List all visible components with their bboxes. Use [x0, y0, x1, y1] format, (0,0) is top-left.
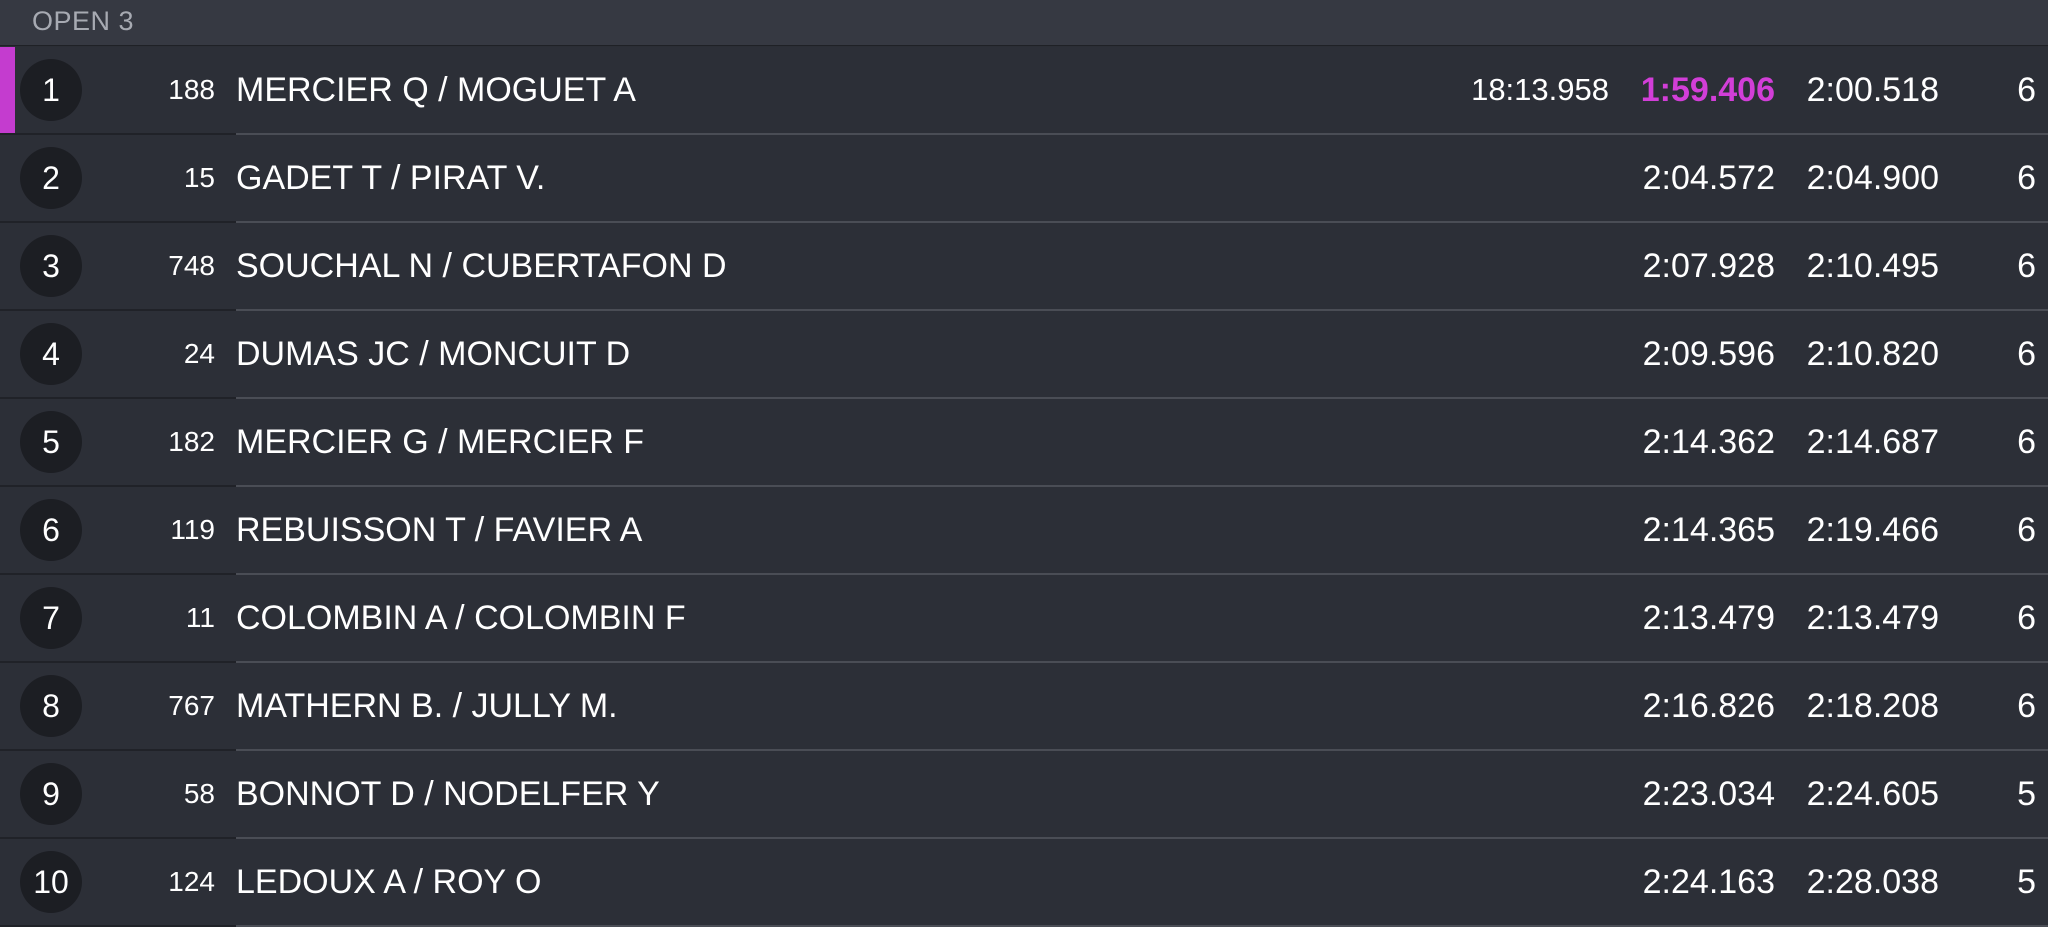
driver-names: SOUCHAL N / CUBERTAFON D [236, 247, 727, 285]
best-lap-time: 2:23.034 [1642, 775, 1775, 813]
row-divider [236, 749, 2048, 751]
car-number: 188 [168, 74, 215, 105]
driver-names: GADET T / PIRAT V. [236, 159, 546, 197]
lap-count: 6 [2017, 159, 2036, 197]
last-lap-time: 2:04.900 [1806, 159, 1939, 197]
best-lap-time: 2:24.163 [1642, 863, 1775, 901]
row-divider-left [0, 837, 236, 839]
lap-count: 5 [2017, 863, 2036, 901]
position-badge: 3 [20, 235, 82, 297]
position-badge: 2 [20, 147, 82, 209]
last-lap-time: 2:10.495 [1806, 247, 1939, 285]
car-number: 119 [170, 514, 215, 545]
lap-count: 6 [2017, 423, 2036, 461]
car-number: 58 [183, 778, 215, 809]
row-divider [236, 485, 2048, 487]
result-row[interactable]: 4 24 DUMAS JC / MONCUIT D 2:09.596 2:10.820 6 [0, 311, 2048, 399]
car-number: 124 [168, 866, 215, 897]
driver-names: LEDOUX A / ROY O [236, 863, 542, 901]
best-lap-time: 2:14.365 [1642, 511, 1775, 549]
row-divider-left [0, 749, 236, 751]
driver-names: MATHERN B. / JULLY M. [236, 687, 618, 725]
position-badge: 7 [20, 587, 82, 649]
driver-names: MERCIER G / MERCIER F [236, 423, 645, 461]
row-divider [236, 133, 2048, 135]
lap-count: 5 [2017, 775, 2036, 813]
best-lap-time: 2:14.362 [1642, 423, 1775, 461]
last-lap-time: 2:18.208 [1806, 687, 1939, 725]
best-lap-time: 2:16.826 [1642, 687, 1775, 725]
lap-count: 6 [2017, 687, 2036, 725]
last-lap-time: 2:00.518 [1806, 71, 1939, 109]
result-row[interactable]: 10 124 LEDOUX A / ROY O 2:24.163 2:28.038 5 [0, 839, 2048, 927]
result-row[interactable]: 3 748 SOUCHAL N / CUBERTAFON D 2:07.928 2:10… [0, 223, 2048, 311]
lap-count: 6 [2017, 599, 2036, 637]
best-lap-time: 2:04.572 [1642, 159, 1775, 197]
last-lap-time: 2:28.038 [1806, 863, 1939, 901]
result-row[interactable]: 5 182 MERCIER G / MERCIER F 2:14.362 2:14.68… [0, 399, 2048, 487]
position-badge: 8 [20, 675, 82, 737]
total-time: 18:13.958 [1471, 72, 1609, 107]
driver-names: DUMAS JC / MONCUIT D [236, 335, 631, 373]
row-divider [236, 221, 2048, 223]
session-header: OPEN 3 [0, 0, 2048, 46]
driver-names: MERCIER Q / MOGUET A [236, 71, 636, 109]
lap-count: 6 [2017, 335, 2036, 373]
row-divider-left [0, 573, 236, 575]
row-divider [236, 573, 2048, 575]
result-row[interactable]: 2 15 GADET T / PIRAT V. 2:04.572 2:04.900 6 [0, 135, 2048, 223]
result-row[interactable]: 7 11 COLOMBIN A / COLOMBIN F 2:13.479 2:13.4… [0, 575, 2048, 663]
lap-count: 6 [2017, 247, 2036, 285]
row-divider [236, 309, 2048, 311]
position-badge: 4 [20, 323, 82, 385]
results-list: 1 188 MERCIER Q / MOGUET A 18:13.958 1:59.40… [0, 47, 2048, 927]
row-divider-left [0, 485, 236, 487]
last-lap-time: 2:24.605 [1806, 775, 1939, 813]
position-badge: 6 [20, 499, 82, 561]
row-divider [236, 661, 2048, 663]
driver-names: REBUISSON T / FAVIER A [236, 511, 643, 549]
row-divider-left [0, 133, 236, 135]
best-lap-time: 2:09.596 [1642, 335, 1775, 373]
position-badge: 10 [20, 851, 82, 913]
driver-names: BONNOT D / NODELFER Y [236, 775, 660, 813]
leader-marker [0, 47, 15, 133]
car-number: 767 [168, 690, 215, 721]
best-lap-time: 1:59.406 [1640, 71, 1775, 109]
car-number: 24 [183, 338, 215, 369]
row-divider [236, 837, 2048, 839]
car-number: 748 [168, 250, 215, 281]
row-divider-left [0, 309, 236, 311]
result-row[interactable]: 8 767 MATHERN B. / JULLY M. 2:16.826 2:18.20… [0, 663, 2048, 751]
result-row[interactable]: 6 119 REBUISSON T / FAVIER A 2:14.365 2:19.4… [0, 487, 2048, 575]
lap-count: 6 [2017, 71, 2036, 109]
row-divider-left [0, 661, 236, 663]
last-lap-time: 2:14.687 [1806, 423, 1939, 461]
row-divider-left [0, 397, 236, 399]
row-divider-left [0, 221, 236, 223]
driver-names: COLOMBIN A / COLOMBIN F [236, 599, 686, 637]
row-divider-left [0, 925, 236, 927]
car-number: 15 [183, 162, 215, 193]
last-lap-time: 2:13.479 [1806, 599, 1939, 637]
row-divider [236, 397, 2048, 399]
best-lap-time: 2:07.928 [1642, 247, 1775, 285]
position-badge: 1 [20, 59, 82, 121]
last-lap-time: 2:10.820 [1806, 335, 1939, 373]
lap-count: 6 [2017, 511, 2036, 549]
row-divider [236, 925, 2048, 927]
position-badge: 9 [20, 763, 82, 825]
result-row[interactable]: 9 58 BONNOT D / NODELFER Y 2:23.034 2:24.605… [0, 751, 2048, 839]
session-title: OPEN 3 [32, 6, 135, 36]
last-lap-time: 2:19.466 [1806, 511, 1939, 549]
result-row[interactable]: 1 188 MERCIER Q / MOGUET A 18:13.958 1:59.40… [0, 47, 2048, 135]
best-lap-time: 2:13.479 [1642, 599, 1775, 637]
car-number: 11 [185, 602, 215, 633]
car-number: 182 [168, 426, 215, 457]
position-badge: 5 [20, 411, 82, 473]
